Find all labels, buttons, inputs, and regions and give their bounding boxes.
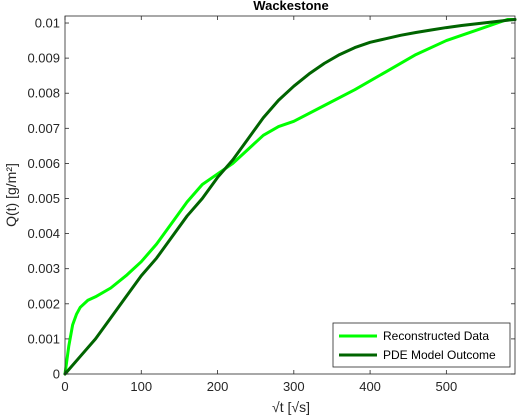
y-tick-label: 0.004 <box>27 226 60 241</box>
y-tick-label: 0.001 <box>27 331 60 346</box>
x-axis-label: √t [√s] <box>272 399 310 415</box>
y-tick-label: 0.006 <box>27 156 60 171</box>
chart-title: Wackestone <box>253 0 328 13</box>
series-line-2 <box>63 18 517 376</box>
y-tick-label: 0.007 <box>27 121 60 136</box>
axes-box <box>64 15 516 375</box>
legend: Reconstructed Data PDE Model Outcome <box>332 322 511 368</box>
x-tick-label: 200 <box>207 379 229 394</box>
y-axis-label: Q(t) [g/m²] <box>3 163 19 227</box>
y-tick-label: 0.003 <box>27 261 60 276</box>
series-line-1 <box>63 18 517 376</box>
y-tick-label: 0.008 <box>27 86 60 101</box>
x-tick-label: 0 <box>61 379 68 394</box>
legend-label-2: PDE Model Outcome <box>383 348 496 362</box>
plot-area: 0 100 200 300 400 500 0 0.001 0.002 0.003 0.004 0.0… <box>27 15 517 394</box>
x-tick-label: 400 <box>359 379 381 394</box>
y-tick-label: 0.002 <box>27 296 60 311</box>
x-tick-label: 500 <box>436 379 458 394</box>
legend-box <box>332 322 511 368</box>
y-tick-label: 0 <box>53 367 60 382</box>
y-tick-label: 0.01 <box>35 16 60 31</box>
y-tick-label: 0.009 <box>27 51 60 66</box>
y-tick-label: 0.005 <box>27 191 60 206</box>
x-tick-label: 100 <box>130 379 152 394</box>
legend-label-1: Reconstructed Data <box>383 329 489 343</box>
x-tick-label: 300 <box>283 379 305 394</box>
